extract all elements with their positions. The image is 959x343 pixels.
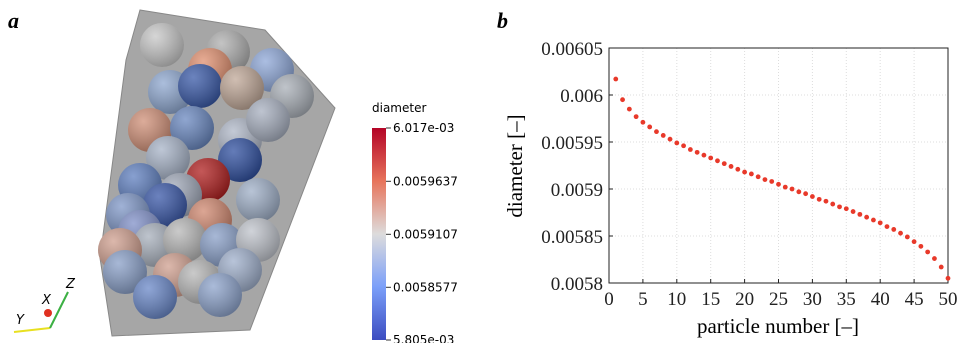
data-point — [912, 239, 917, 244]
y-tick-label: 0.00605 — [541, 39, 603, 60]
data-point — [824, 199, 829, 204]
data-point — [756, 174, 761, 179]
data-point — [796, 189, 801, 194]
x-tick-label: 25 — [769, 289, 788, 310]
data-point — [891, 227, 896, 232]
colorbar-tick-label: 5.805e-03 — [393, 333, 454, 343]
x-tick-label: 45 — [905, 289, 924, 310]
x-tick-label: 20 — [735, 289, 754, 310]
data-point — [769, 179, 774, 184]
data-point — [742, 170, 747, 175]
x-tick-label: 40 — [871, 289, 890, 310]
data-point — [878, 220, 883, 225]
data-point — [939, 265, 944, 270]
data-point — [837, 204, 842, 209]
data-point — [790, 187, 795, 192]
data-point — [735, 167, 740, 172]
data-point — [647, 125, 652, 130]
colorbar-title: diameter — [372, 101, 426, 115]
sphere-shade — [198, 273, 242, 317]
data-point — [634, 114, 639, 119]
y-tick-label: 0.00585 — [541, 227, 603, 248]
y-tick-label: 0.0058 — [551, 274, 603, 295]
data-point — [857, 212, 862, 217]
data-point — [749, 172, 754, 177]
data-point — [817, 197, 822, 202]
data-point — [844, 206, 849, 211]
data-point — [702, 153, 707, 158]
data-point — [688, 147, 693, 152]
data-point — [851, 209, 856, 214]
data-point — [668, 137, 673, 142]
x-tick-label: 5 — [638, 289, 648, 310]
data-point — [918, 244, 923, 249]
data-point — [708, 156, 713, 161]
x-tick-label: 30 — [803, 289, 822, 310]
sphere-shade — [246, 98, 290, 142]
sphere-shade — [140, 23, 184, 67]
data-point — [776, 182, 781, 187]
x-tick-label: 0 — [604, 289, 614, 310]
data-point — [661, 133, 666, 138]
data-point — [864, 215, 869, 220]
axis-label: Y — [16, 313, 25, 328]
data-point — [695, 150, 700, 155]
x-tick-label: 15 — [701, 289, 720, 310]
data-point — [783, 185, 788, 190]
x-tick-label: 50 — [939, 289, 958, 310]
y-tick-label: 0.0059 — [551, 180, 603, 201]
data-point — [729, 164, 734, 169]
data-point — [763, 177, 768, 182]
data-point — [830, 202, 835, 207]
colorbar-tick-label: 6.017e-03 — [393, 121, 454, 135]
colorbar-tick-label: 0.0059107 — [393, 227, 458, 241]
data-point — [627, 107, 632, 112]
data-point — [898, 231, 903, 236]
sphere-shade — [236, 178, 280, 222]
y-axis-label: diameter [–] — [503, 114, 527, 217]
data-point — [803, 191, 808, 196]
axis-label: X — [41, 293, 52, 308]
data-point — [620, 97, 625, 102]
y-tick-label: 0.00595 — [541, 133, 603, 154]
data-point — [932, 256, 937, 261]
panel-label: a — [8, 8, 19, 33]
x-axis-label: particle number [–] — [697, 314, 859, 338]
data-point — [925, 250, 930, 255]
data-point — [722, 161, 727, 166]
data-point — [654, 129, 659, 134]
colorbar-tick-label: 0.0058577 — [393, 280, 458, 294]
colorbar — [372, 128, 386, 340]
panel-label: b — [497, 8, 508, 33]
data-point — [885, 224, 890, 229]
data-point — [946, 276, 951, 281]
data-point — [674, 141, 679, 146]
data-point — [871, 218, 876, 223]
axes-triad: X Y Z — [14, 277, 76, 332]
colorbar-tick-label: 0.0059637 — [393, 174, 458, 188]
data-point — [810, 194, 815, 199]
data-point — [641, 120, 646, 125]
sphere-shade — [178, 64, 222, 108]
figure: a diameter X Y Z b particle number [–] d… — [0, 0, 959, 343]
data-point — [613, 77, 618, 82]
sphere-shade — [133, 275, 177, 319]
particle-render — [98, 10, 335, 336]
axis-label: Z — [65, 277, 76, 292]
data-point — [905, 235, 910, 240]
x-tick-label: 35 — [837, 289, 856, 310]
data-point — [681, 143, 686, 148]
x-tick-label: 10 — [667, 289, 686, 310]
y-tick-label: 0.006 — [560, 86, 603, 107]
data-point — [715, 158, 720, 163]
